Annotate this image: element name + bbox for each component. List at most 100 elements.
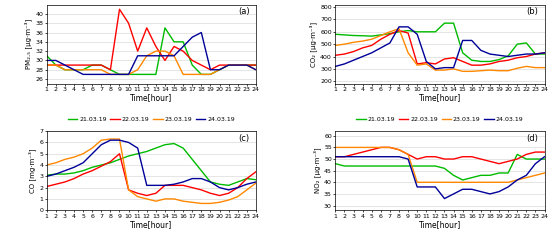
23.03.19 xyxy=(80,68,86,71)
24.03.19 xyxy=(134,147,141,149)
Line: 23.03.19: 23.03.19 xyxy=(336,147,544,182)
21.03.19 xyxy=(423,165,430,167)
X-axis label: Time[hour]: Time[hour] xyxy=(130,94,173,103)
23.03.19 xyxy=(405,52,411,54)
21.03.19 xyxy=(377,165,384,167)
23.03.19 xyxy=(414,181,421,184)
24.03.19 xyxy=(423,60,430,63)
22.03.19 xyxy=(180,184,186,187)
21.03.19 xyxy=(405,29,411,32)
24.03.19 xyxy=(234,64,241,67)
23.03.19 xyxy=(80,152,86,155)
22.03.19 xyxy=(496,60,502,63)
24.03.19 xyxy=(207,181,214,183)
24.03.19 xyxy=(341,63,348,65)
21.03.19 xyxy=(377,33,384,36)
Line: 24.03.19: 24.03.19 xyxy=(336,157,544,199)
24.03.19 xyxy=(450,66,457,69)
22.03.19 xyxy=(395,148,402,151)
21.03.19 xyxy=(541,53,548,55)
23.03.19 xyxy=(198,202,205,205)
24.03.19 xyxy=(368,155,375,158)
22.03.19 xyxy=(234,64,241,67)
21.03.19 xyxy=(432,165,439,167)
23.03.19 xyxy=(377,146,384,149)
22.03.19 xyxy=(368,148,375,151)
23.03.19 xyxy=(514,67,520,70)
21.03.19 xyxy=(387,32,393,35)
23.03.19 xyxy=(441,69,448,71)
23.03.19 xyxy=(134,195,141,198)
21.03.19 xyxy=(207,73,214,76)
23.03.19 xyxy=(441,181,448,184)
22.03.19 xyxy=(180,50,186,52)
23.03.19 xyxy=(207,73,214,76)
21.03.19 xyxy=(514,43,520,46)
Line: 21.03.19: 21.03.19 xyxy=(47,28,256,74)
24.03.19 xyxy=(359,155,366,158)
24.03.19 xyxy=(487,193,493,195)
24.03.19 xyxy=(144,54,150,57)
22.03.19 xyxy=(144,27,150,29)
21.03.19 xyxy=(80,68,86,71)
22.03.19 xyxy=(216,64,223,67)
24.03.19 xyxy=(162,54,168,57)
22.03.19 xyxy=(505,59,512,62)
23.03.19 xyxy=(152,50,159,52)
23.03.19 xyxy=(89,68,96,71)
23.03.19 xyxy=(532,174,538,177)
23.03.19 xyxy=(152,200,159,203)
22.03.19 xyxy=(89,64,96,67)
21.03.19 xyxy=(162,143,168,146)
21.03.19 xyxy=(134,73,141,76)
21.03.19 xyxy=(477,60,484,63)
21.03.19 xyxy=(98,164,104,166)
23.03.19 xyxy=(53,64,59,67)
21.03.19 xyxy=(144,73,150,76)
22.03.19 xyxy=(226,192,232,195)
23.03.19 xyxy=(234,195,241,198)
22.03.19 xyxy=(107,68,114,71)
21.03.19 xyxy=(244,64,250,67)
23.03.19 xyxy=(477,181,484,184)
21.03.19 xyxy=(368,35,375,37)
23.03.19 xyxy=(216,68,223,71)
24.03.19 xyxy=(487,53,493,55)
22.03.19 xyxy=(62,64,68,67)
21.03.19 xyxy=(414,30,421,33)
Y-axis label: PM₂.₅ [μg·m⁻³]: PM₂.₅ [μg·m⁻³] xyxy=(25,19,32,69)
21.03.19 xyxy=(505,172,512,174)
23.03.19 xyxy=(226,64,232,67)
24.03.19 xyxy=(216,186,223,189)
23.03.19 xyxy=(62,158,68,161)
22.03.19 xyxy=(207,192,214,195)
23.03.19 xyxy=(189,201,196,204)
23.03.19 xyxy=(71,156,78,158)
24.03.19 xyxy=(359,55,366,58)
22.03.19 xyxy=(98,64,104,67)
Y-axis label: NO₂ [μg·m⁻³]: NO₂ [μg·m⁻³] xyxy=(314,148,321,194)
24.03.19 xyxy=(170,183,177,186)
23.03.19 xyxy=(244,188,250,191)
24.03.19 xyxy=(496,190,502,193)
24.03.19 xyxy=(134,54,141,57)
24.03.19 xyxy=(459,188,466,191)
21.03.19 xyxy=(523,158,530,161)
Legend: 21.03.19, 22.03.19, 23.03.19, 24.03.19: 21.03.19, 22.03.19, 23.03.19, 24.03.19 xyxy=(65,115,238,125)
22.03.19 xyxy=(332,54,339,57)
Line: 23.03.19: 23.03.19 xyxy=(336,29,544,71)
24.03.19 xyxy=(332,155,339,158)
X-axis label: Time[hour]: Time[hour] xyxy=(419,94,461,103)
23.03.19 xyxy=(505,69,512,72)
21.03.19 xyxy=(496,58,502,61)
23.03.19 xyxy=(469,181,475,184)
23.03.19 xyxy=(387,146,393,149)
22.03.19 xyxy=(432,155,439,158)
22.03.19 xyxy=(477,158,484,161)
21.03.19 xyxy=(207,181,214,183)
24.03.19 xyxy=(505,55,512,58)
Line: 22.03.19: 22.03.19 xyxy=(336,147,544,164)
Line: 24.03.19: 24.03.19 xyxy=(47,33,256,74)
Line: 21.03.19: 21.03.19 xyxy=(336,23,544,61)
21.03.19 xyxy=(198,73,205,76)
